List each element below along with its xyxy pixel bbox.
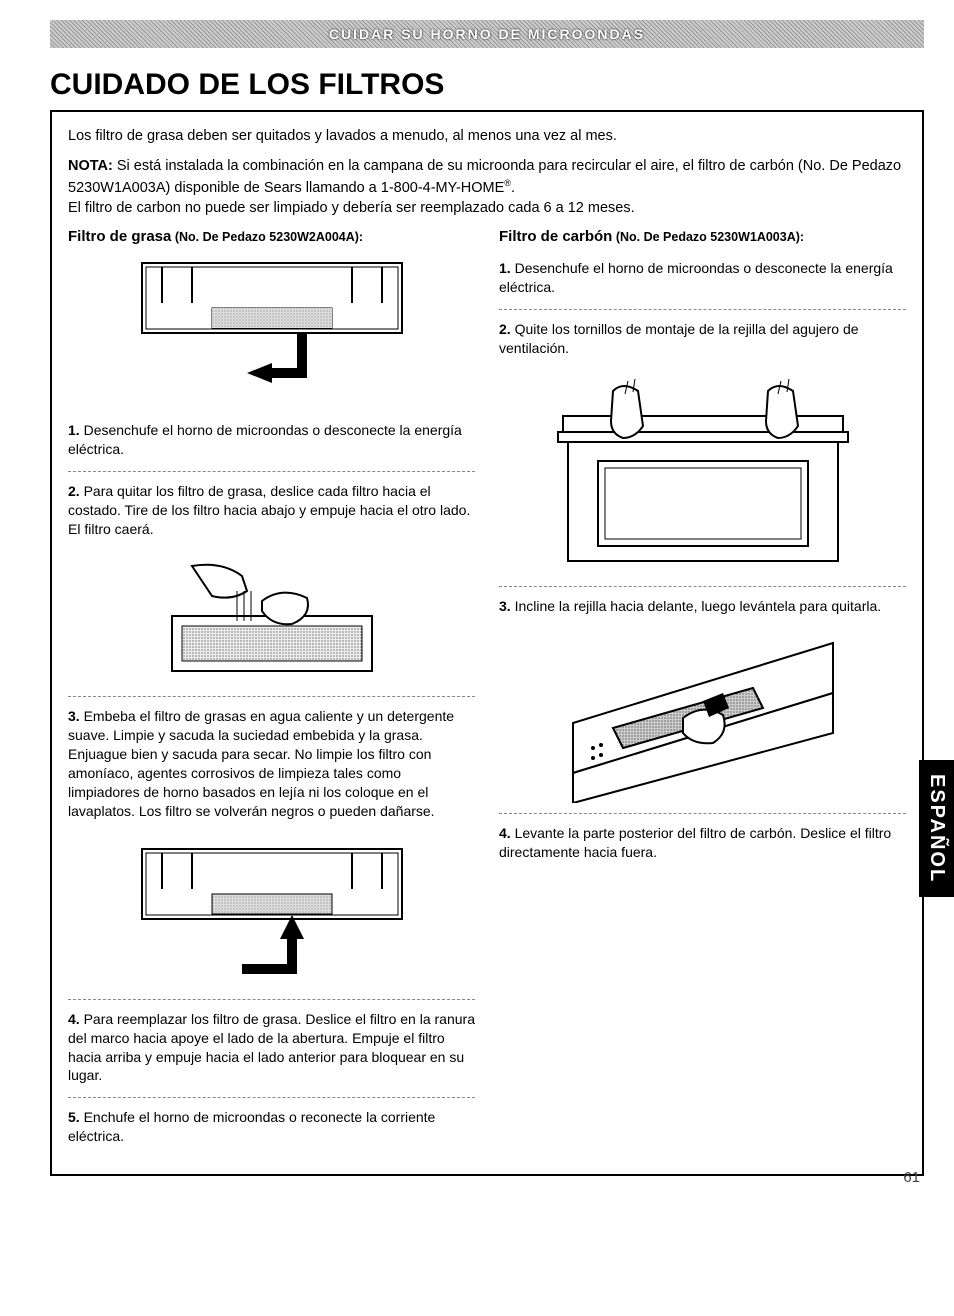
- step-num: 5.: [68, 1109, 80, 1125]
- left-step-1: 1. Desenchufe el horno de microondas o d…: [68, 413, 475, 469]
- illus-tilt-grille: [553, 633, 853, 803]
- col-left: Filtro de grasa (No. De Pedazo 5230W2A00…: [68, 228, 475, 1156]
- divider: [499, 309, 906, 310]
- intro-line1: Los filtro de grasa deben ser quitados y…: [68, 128, 617, 144]
- right-title: Filtro de carbón (No. De Pedazo 5230W1A0…: [499, 228, 906, 245]
- step-text: Desenchufe el horno de microondas o desc…: [499, 260, 893, 295]
- divider: [68, 1097, 475, 1098]
- content-box: Los filtro de grasa deben ser quitados y…: [50, 110, 924, 1176]
- nota-sup: ®: [504, 178, 511, 188]
- left-title-part: (No. De Pedazo 5230W2A004A):: [171, 230, 363, 244]
- step-num: 1.: [499, 260, 511, 276]
- step-text: Embeba el filtro de grasas en agua calie…: [68, 708, 454, 818]
- language-tab: ESPAÑOL: [919, 760, 954, 897]
- right-step-1: 1. Desenchufe el horno de microondas o d…: [499, 251, 906, 307]
- divider: [68, 696, 475, 697]
- step-text: Desenchufe el horno de microondas o desc…: [68, 422, 462, 457]
- left-step-5: 5. Enchufe el horno de microondas o reco…: [68, 1100, 475, 1156]
- step-num: 3.: [499, 598, 511, 614]
- left-step-4: 4. Para reemplazar los filtro de grasa. …: [68, 1002, 475, 1096]
- divider: [68, 999, 475, 1000]
- step-num: 2.: [68, 483, 80, 499]
- nota-text: Si está instalada la combinación en la c…: [68, 158, 901, 195]
- right-title-part: (No. De Pedazo 5230W1A003A):: [612, 230, 804, 244]
- right-step-4: 4. Levante la parte posterior del filtro…: [499, 816, 906, 872]
- left-title: Filtro de grasa (No. De Pedazo 5230W2A00…: [68, 228, 475, 245]
- nota-label: NOTA:: [68, 158, 113, 174]
- left-step-3: 3. Embeba el filtro de grasas en agua ca…: [68, 699, 475, 830]
- step-text: Enchufe el horno de microondas o reconec…: [68, 1109, 435, 1144]
- right-step-3: 3. Incline la rejilla hacia delante, lue…: [499, 589, 906, 626]
- step-text: Para reemplazar los filtro de grasa. Des…: [68, 1011, 475, 1084]
- step-num: 4.: [499, 825, 511, 841]
- step-text: Levante la parte posterior del filtro de…: [499, 825, 891, 860]
- main-title: CUIDADO DE LOS FILTROS: [50, 68, 924, 102]
- right-title-main: Filtro de carbón: [499, 228, 612, 245]
- right-step-2: 2. Quite los tornillos de montaje de la …: [499, 312, 906, 368]
- step-text: Para quitar los filtro de grasa, deslice…: [68, 483, 470, 537]
- illus-grease-replace: [122, 839, 422, 989]
- illus-remove-screws: [543, 376, 863, 576]
- page-number: 61: [903, 1169, 920, 1186]
- step-text: Incline la rejilla hacia delante, luego …: [511, 598, 881, 614]
- divider: [68, 471, 475, 472]
- divider: [499, 813, 906, 814]
- nota-block: NOTA: Si está instalada la combinación e…: [68, 156, 906, 218]
- step-num: 1.: [68, 422, 80, 438]
- divider: [499, 586, 906, 587]
- col-right: Filtro de carbón (No. De Pedazo 5230W1A0…: [499, 228, 906, 1156]
- left-title-main: Filtro de grasa: [68, 228, 171, 245]
- header-band: CUIDAR SU HORNO DE MICROONDAS: [50, 20, 924, 48]
- step-num: 2.: [499, 321, 511, 337]
- illus-wash-filter: [162, 556, 382, 686]
- left-step-2: 2. Para quitar los filtro de grasa, desl…: [68, 474, 475, 549]
- step-num: 3.: [68, 708, 80, 724]
- illus-grease-remove: [122, 253, 422, 403]
- step-num: 4.: [68, 1011, 80, 1027]
- intro-text: Los filtro de grasa deben ser quitados y…: [68, 126, 906, 146]
- step-text: Quite los tornillos de montaje de la rej…: [499, 321, 859, 356]
